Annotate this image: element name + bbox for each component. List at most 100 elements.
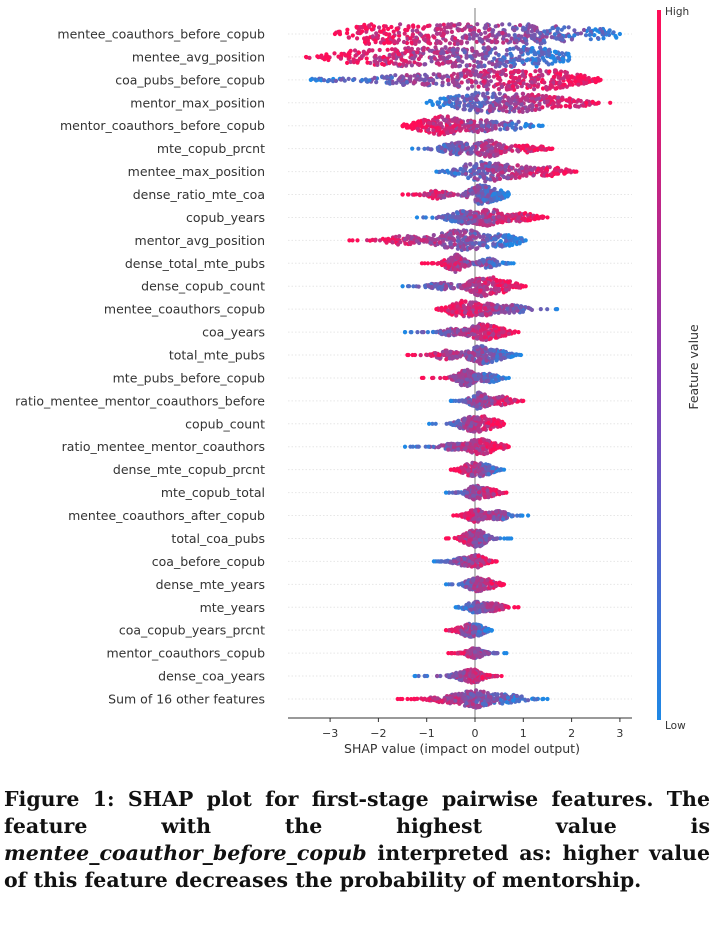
shap-point <box>360 77 365 83</box>
shap-point <box>491 352 496 357</box>
shap-point <box>517 175 522 180</box>
shap-point <box>465 70 470 75</box>
shap-point <box>490 379 495 384</box>
shap-point <box>488 291 493 296</box>
shap-point <box>553 68 558 73</box>
shap-point <box>478 357 483 362</box>
shap-point <box>483 179 488 184</box>
shap-point <box>524 41 529 46</box>
shap-point <box>361 49 366 54</box>
shap-point <box>468 162 473 167</box>
shap-point <box>451 236 456 241</box>
shap-point <box>498 239 503 244</box>
shap-point <box>484 127 489 132</box>
shap-point <box>567 168 572 173</box>
shap-point <box>547 69 552 74</box>
shap-point <box>491 28 496 33</box>
shap-point <box>479 123 484 128</box>
shap-point <box>461 191 466 197</box>
shap-point <box>468 120 473 125</box>
shap-point <box>455 147 460 152</box>
shap-point <box>481 91 486 96</box>
shap-point <box>377 47 382 53</box>
shap-point <box>499 166 504 171</box>
shap-point <box>494 148 499 153</box>
shap-point <box>505 126 510 131</box>
shap-point <box>456 171 462 176</box>
shap-point <box>525 57 531 62</box>
shap-point <box>459 219 464 224</box>
shap-point <box>434 81 439 86</box>
shap-point <box>576 78 581 84</box>
shap-point <box>491 210 496 215</box>
shap-point-max <box>516 329 521 335</box>
shap-point <box>469 146 474 151</box>
shap-point <box>462 103 467 108</box>
shap-point <box>426 283 431 288</box>
shap-point <box>467 36 472 41</box>
shap-point <box>479 64 484 69</box>
shap-point <box>472 26 477 31</box>
shap-point <box>450 309 455 314</box>
shap-point <box>611 30 616 35</box>
shap-point <box>464 142 469 147</box>
shap-point <box>465 86 471 91</box>
shap-point <box>374 31 379 36</box>
shap-point <box>482 335 487 340</box>
shap-point <box>445 78 451 83</box>
shap-point <box>352 48 358 53</box>
shap-point <box>569 37 575 42</box>
shap-point <box>554 86 559 91</box>
shap-point <box>421 37 427 42</box>
shap-point <box>492 220 497 225</box>
shap-point <box>417 192 422 197</box>
shap-point <box>539 72 545 77</box>
shap-point <box>494 358 499 363</box>
shap-point <box>460 215 465 220</box>
shap-point <box>545 173 550 178</box>
shap-point <box>494 40 499 45</box>
shap-point-max <box>506 375 511 381</box>
shap-point <box>479 162 484 167</box>
shap-point <box>371 24 377 29</box>
shap-point <box>508 105 514 110</box>
shap-point <box>531 25 536 30</box>
shap-point <box>558 71 563 77</box>
shap-point <box>587 32 592 38</box>
shap-point-min <box>332 31 337 37</box>
shap-point <box>470 278 475 283</box>
shap-point <box>351 77 356 83</box>
shap-point <box>462 26 467 31</box>
shap-point <box>430 215 435 220</box>
shap-point <box>434 237 439 242</box>
shap-point <box>551 101 556 106</box>
shap-point <box>430 236 435 241</box>
shap-point <box>532 165 537 170</box>
shap-point <box>479 143 484 148</box>
shap-point <box>380 236 385 241</box>
shap-point <box>479 128 485 133</box>
shap-point-min <box>424 100 429 105</box>
shap-point <box>365 38 370 43</box>
shap-point <box>490 94 495 100</box>
shap-point <box>378 40 383 45</box>
shap-point <box>559 168 564 173</box>
shap-point <box>518 98 523 103</box>
shap-point <box>471 373 476 378</box>
shap-point <box>519 34 524 39</box>
shap-point <box>448 151 453 156</box>
shap-point <box>373 237 378 242</box>
shap-point <box>477 38 482 43</box>
shap-point <box>495 82 500 87</box>
shap-point <box>528 72 533 78</box>
shap-point <box>516 119 521 124</box>
shap-point <box>514 122 519 127</box>
shap-point <box>397 76 402 81</box>
shap-point <box>370 237 375 242</box>
shap-point <box>522 27 528 32</box>
shap-point <box>481 197 486 202</box>
shap-point <box>524 172 529 178</box>
shap-point <box>452 171 458 176</box>
shap-point <box>532 148 537 153</box>
shap-point <box>456 22 461 27</box>
